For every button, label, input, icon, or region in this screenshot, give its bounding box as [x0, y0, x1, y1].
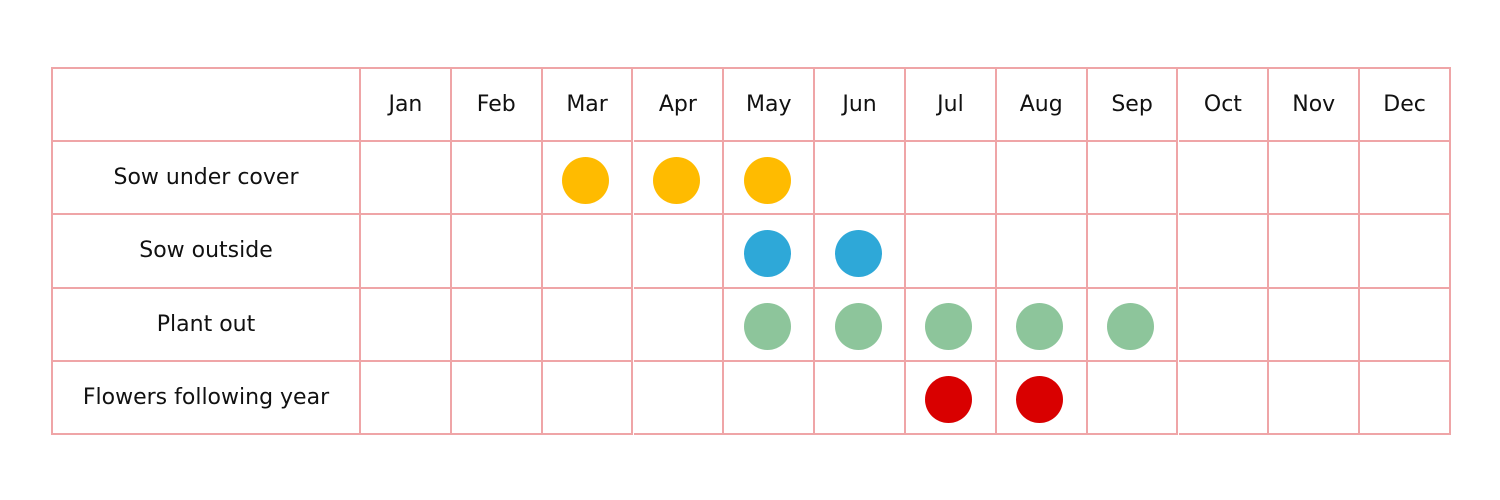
activity-dot-may [743, 156, 791, 204]
month-header-oct: Oct [1178, 69, 1270, 143]
month-header-feb-text: Feb [476, 92, 516, 118]
calendar-cell [542, 142, 634, 216]
calendar-cell [1269, 215, 1361, 289]
calendar-cell [996, 288, 1088, 362]
month-header-jan-text: Jan [388, 92, 423, 118]
calendar-cell [1178, 142, 1270, 216]
month-header-mar: Mar [542, 69, 634, 143]
month-header-nov-text: Nov [1292, 92, 1336, 118]
calendar-cell [633, 142, 725, 216]
calendar-cell [996, 142, 1088, 216]
row-label: Sow under cover [53, 142, 361, 216]
month-header-sep: Sep [1087, 69, 1179, 143]
calendar-cell [451, 142, 543, 216]
calendar-cell [906, 142, 997, 216]
month-header-jan: Jan [361, 69, 452, 143]
row-label-text: Flowers following year [82, 384, 330, 410]
month-header-may-text: May [746, 92, 792, 118]
calendar-cell [451, 215, 543, 289]
calendar-cell [633, 215, 725, 289]
month-header-feb: Feb [451, 69, 543, 143]
activity-dot-may [743, 303, 791, 351]
calendar-cell [1269, 142, 1361, 216]
calendar-cell [724, 215, 816, 289]
calendar-cell [542, 288, 634, 362]
month-header-apr-text: Apr [658, 92, 697, 118]
calendar-cell [1087, 215, 1179, 289]
calendar-cell [451, 361, 543, 435]
calendar-cell [996, 361, 1088, 435]
calendar-cell [1178, 288, 1270, 362]
row-label: Sow outside [53, 215, 361, 289]
calendar-cell [815, 361, 906, 435]
calendar-cell [906, 288, 997, 362]
calendar-cell [724, 361, 816, 435]
calendar-cell [815, 142, 906, 216]
month-header-dec: Dec [1360, 69, 1451, 143]
calendar-cell [1269, 288, 1361, 362]
calendar-cell [361, 361, 452, 435]
month-header-oct-text: Oct [1203, 92, 1242, 118]
calendar-grid: Jan Feb Mar Apr May Jun Jul Aug Sep Oct Nov Dec Sow … [51, 67, 1451, 435]
month-header-may: May [724, 69, 816, 143]
activity-dot-may [743, 229, 791, 277]
month-header-dec-text: Dec [1383, 92, 1426, 118]
row-label: Flowers following year [53, 361, 361, 435]
calendar-cell [1087, 142, 1179, 216]
activity-dot-sep [1107, 303, 1155, 351]
activity-dot-jul [925, 303, 973, 351]
month-header-apr: Apr [633, 69, 725, 143]
calendar-cell [1087, 288, 1179, 362]
month-header-mar-text: Mar [566, 92, 608, 118]
activity-dot-aug [1016, 303, 1064, 351]
calendar-cell [542, 215, 634, 289]
row-label-text: Sow under cover [113, 165, 299, 191]
calendar-cell [361, 142, 452, 216]
calendar-cell [815, 288, 906, 362]
activity-dot-mar [562, 156, 610, 204]
calendar-cell [724, 288, 816, 362]
calendar-cell [361, 288, 452, 362]
calendar-cell [1360, 288, 1451, 362]
month-header-sep-text: Sep [1111, 92, 1153, 118]
corner-cell [53, 69, 361, 143]
month-header-aug: Aug [996, 69, 1088, 143]
calendar-cell [451, 288, 543, 362]
activity-dot-jun [834, 303, 882, 351]
row-label: Plant out [53, 288, 361, 362]
month-header-jul-text: Jul [937, 92, 964, 118]
month-header-jun-text: Jun [842, 92, 877, 118]
calendar-cell [724, 142, 816, 216]
calendar-cell [1178, 361, 1270, 435]
row-label-text: Plant out [156, 311, 256, 337]
month-header-nov: Nov [1269, 69, 1361, 143]
row-label-text: Sow outside [139, 238, 273, 264]
calendar-cell [1178, 215, 1270, 289]
activity-dot-aug [1016, 376, 1064, 424]
calendar-cell [815, 215, 906, 289]
calendar-cell [361, 215, 452, 289]
calendar-cell [542, 361, 634, 435]
calendar-cell [906, 361, 997, 435]
activity-dot-apr [652, 156, 700, 204]
activity-dot-jun [834, 229, 882, 277]
calendar-cell [1087, 361, 1179, 435]
calendar-cell [906, 215, 997, 289]
month-header-aug-text: Aug [1019, 92, 1063, 118]
calendar-cell [633, 288, 725, 362]
month-header-jul: Jul [906, 69, 997, 143]
calendar-cell [633, 361, 725, 435]
activity-dot-jul [925, 376, 973, 424]
calendar-cell [1360, 361, 1451, 435]
calendar-cell [1360, 215, 1451, 289]
calendar-cell [996, 215, 1088, 289]
month-header-jun: Jun [815, 69, 906, 143]
calendar-cell [1269, 361, 1361, 435]
calendar-cell [1360, 142, 1451, 216]
